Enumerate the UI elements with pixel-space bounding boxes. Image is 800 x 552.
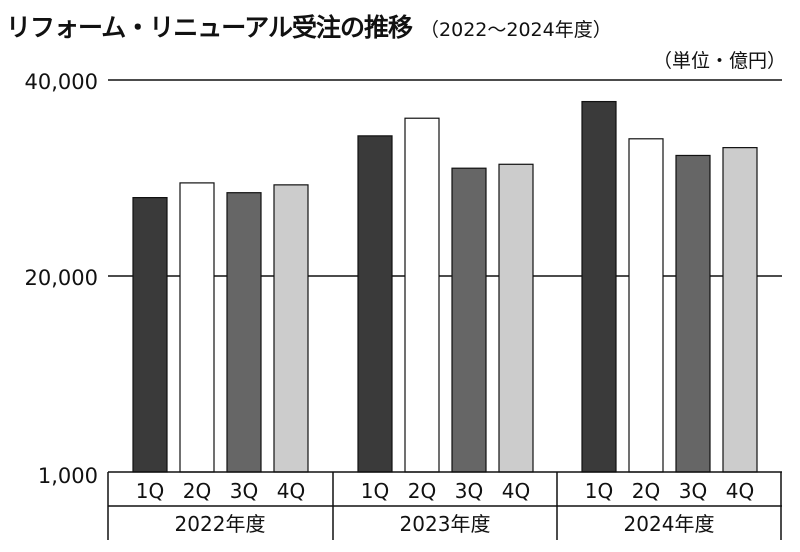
chart-title: リフォーム・リニューアル受注の推移 (6, 13, 413, 42)
quarter-label: 3Q (455, 479, 483, 503)
bar-2024年度-1Q (581, 100, 617, 473)
quarter-label: 1Q (136, 479, 164, 503)
quarter-label: 4Q (726, 479, 754, 503)
bar-2023年度-2Q (404, 117, 440, 473)
bar-2023年度-3Q (451, 167, 487, 473)
group-label: 2024年度 (624, 512, 715, 536)
group-label: 2023年度 (400, 512, 491, 536)
quarter-label: 1Q (361, 479, 389, 503)
bar-2024年度-2Q (628, 138, 664, 473)
chart-title-block: リフォーム・リニューアル受注の推移 （2022～2024年度） (6, 8, 612, 44)
quarter-label: 2Q (408, 479, 436, 503)
quarter-label: 2Q (183, 479, 211, 503)
bar-2024年度-3Q (675, 154, 711, 473)
bar-2023年度-4Q (498, 163, 534, 473)
x-labels-layer: 1Q 2Q 3Q 4Q 2022年度 1Q 2Q 3Q 4Q 2023年度 1Q 2Q 3Q 4Q 2024… (136, 479, 754, 536)
y-tick-label-20000: 20,000 (25, 266, 98, 290)
quarter-label: 4Q (502, 479, 530, 503)
y-tick-label-1000: 1,000 (38, 464, 98, 488)
bar-2022年度-2Q (179, 182, 215, 473)
bar-2022年度-4Q (273, 184, 309, 473)
bar-2022年度-3Q (226, 192, 262, 473)
bars-layer (132, 100, 758, 473)
quarter-label: 3Q (230, 479, 258, 503)
chart-subtitle: （2022～2024年度） (420, 19, 612, 41)
bar-2023年度-1Q (357, 135, 393, 473)
quarter-label: 2Q (632, 479, 660, 503)
bar-2024年度-4Q (722, 147, 758, 473)
y-tick-label-40000: 40,000 (25, 70, 98, 94)
unit-label: （単位・億円） (652, 50, 786, 72)
bar-2022年度-1Q (132, 197, 168, 473)
quarter-label: 4Q (277, 479, 305, 503)
quarter-label: 3Q (679, 479, 707, 503)
quarter-label: 1Q (585, 479, 613, 503)
group-label: 2022年度 (175, 512, 266, 536)
